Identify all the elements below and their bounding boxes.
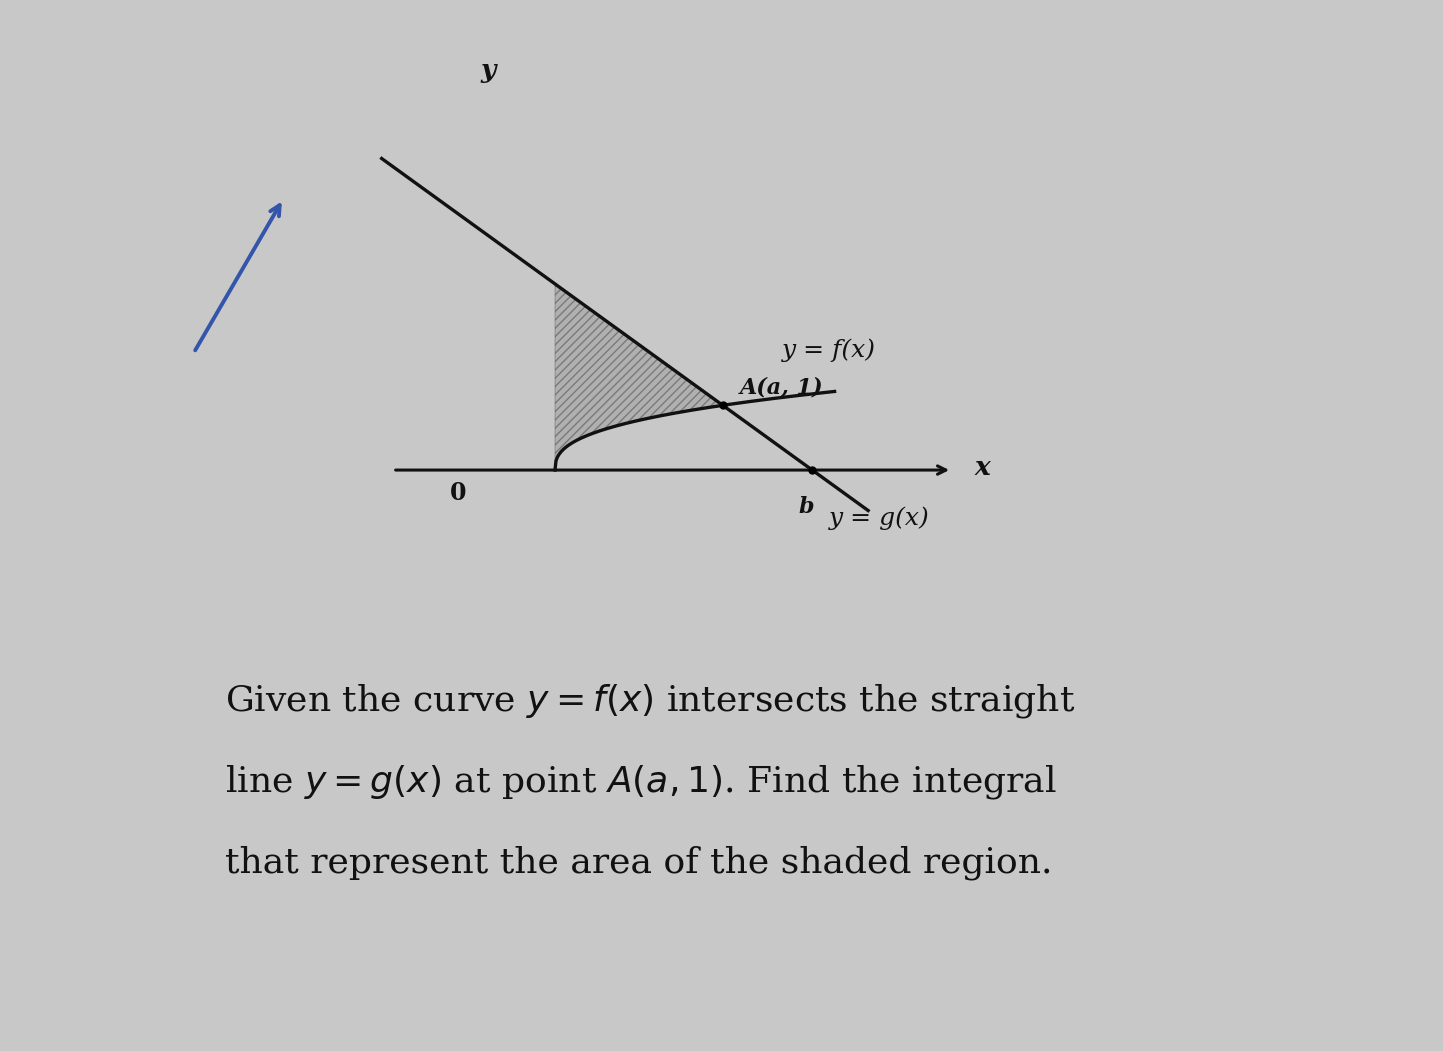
Text: 0: 0 [449, 480, 466, 504]
Text: y: y [481, 58, 495, 83]
Text: A(a, 1): A(a, 1) [740, 377, 823, 398]
Text: b: b [799, 496, 814, 518]
Text: x: x [974, 455, 990, 480]
Text: y = g(x): y = g(x) [828, 507, 929, 531]
Text: line $y=g(x)$ at point $A(a, 1)$. Find the integral: line $y=g(x)$ at point $A(a, 1)$. Find t… [225, 763, 1058, 801]
Text: that represent the area of the shaded region.: that represent the area of the shaded re… [225, 845, 1052, 880]
Text: Given the curve $y=f(x)$ intersects the straight: Given the curve $y=f(x)$ intersects the … [225, 682, 1075, 720]
Text: y = f(x): y = f(x) [782, 338, 876, 362]
